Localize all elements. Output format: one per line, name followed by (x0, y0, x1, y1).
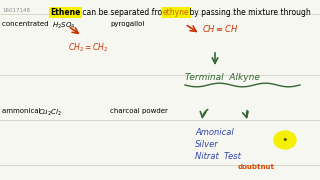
Text: doubtnut: doubtnut (238, 164, 275, 170)
Text: pyrogallol: pyrogallol (110, 21, 144, 27)
Text: ammonical: ammonical (2, 108, 43, 114)
Text: 16017148: 16017148 (2, 8, 30, 13)
Text: can be separated from: can be separated from (80, 8, 172, 17)
Text: Ethene: Ethene (50, 8, 80, 17)
Text: •: • (282, 135, 288, 145)
Text: charcoal powder: charcoal powder (110, 108, 168, 114)
Text: $\mathit{CH_2{=}CH_2}$: $\mathit{CH_2{=}CH_2}$ (68, 42, 108, 55)
Text: concentrated: concentrated (2, 21, 51, 27)
Text: $\mathit{CH{\equiv}CH}$: $\mathit{CH{\equiv}CH}$ (202, 23, 238, 34)
Ellipse shape (274, 131, 296, 149)
Text: ethyne: ethyne (163, 8, 190, 17)
Text: $\mathit{Cu_2Cl_2}$: $\mathit{Cu_2Cl_2}$ (38, 108, 62, 118)
Text: Silver: Silver (195, 140, 219, 149)
Text: by passing the mixture through: by passing the mixture through (187, 8, 311, 17)
Text: Terminal  Alkyne: Terminal Alkyne (185, 73, 260, 82)
Text: Amonical: Amonical (195, 128, 234, 137)
Text: Nitrat  Test: Nitrat Test (195, 152, 241, 161)
Text: $\mathit{H_2SO_4}$: $\mathit{H_2SO_4}$ (52, 21, 76, 31)
